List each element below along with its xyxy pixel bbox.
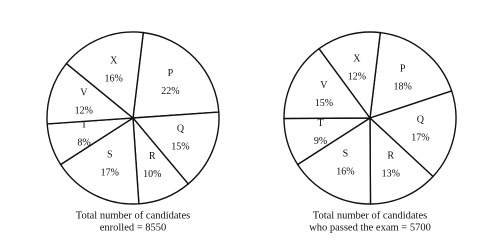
pie-slice <box>369 31 453 120</box>
caption: Total number of candidates <box>313 210 427 221</box>
pie-slice <box>46 62 135 125</box>
slice-label: P <box>400 63 406 74</box>
value-label: 15% <box>171 142 189 153</box>
slice-label: P <box>168 68 174 79</box>
slice-label: Q <box>177 124 185 135</box>
pie-slice <box>65 31 145 120</box>
slice-label: S <box>343 149 349 160</box>
caption: enrolled = 8550 <box>100 222 167 233</box>
value-label: 16% <box>105 73 123 84</box>
caption: Total number of candidates <box>76 210 190 221</box>
slice-label: X <box>110 55 118 66</box>
pie-slice <box>368 90 457 178</box>
caption: who passed the exam = 5700 <box>309 222 431 233</box>
slice-label: X <box>353 53 361 64</box>
slice-label: Q <box>417 114 425 125</box>
pie-slice <box>318 31 382 120</box>
value-label: 18% <box>393 81 411 92</box>
value-label: 13% <box>382 169 400 180</box>
pie-slice <box>296 116 372 205</box>
pie-slice <box>369 116 435 205</box>
slice-label: T <box>81 120 87 131</box>
slice-label: V <box>80 88 88 99</box>
pie-slice <box>59 116 140 205</box>
pie-slice <box>131 111 220 185</box>
slice-label: R <box>387 151 394 162</box>
value-label: 9% <box>314 136 327 147</box>
slice-label: S <box>107 149 113 160</box>
pie-slice <box>132 31 220 119</box>
slice-label: R <box>149 151 156 162</box>
value-label: 8% <box>77 138 90 149</box>
value-label: 22% <box>161 86 179 97</box>
value-label: 10% <box>143 169 161 180</box>
value-label: 12% <box>75 106 93 117</box>
slice-label: T <box>317 118 323 129</box>
value-label: 15% <box>315 98 333 109</box>
slice-label: V <box>320 80 328 91</box>
value-label: 17% <box>411 132 429 143</box>
pie-slice <box>283 47 372 120</box>
value-label: 12% <box>348 71 366 82</box>
value-label: 17% <box>101 167 119 178</box>
value-label: 16% <box>336 167 354 178</box>
